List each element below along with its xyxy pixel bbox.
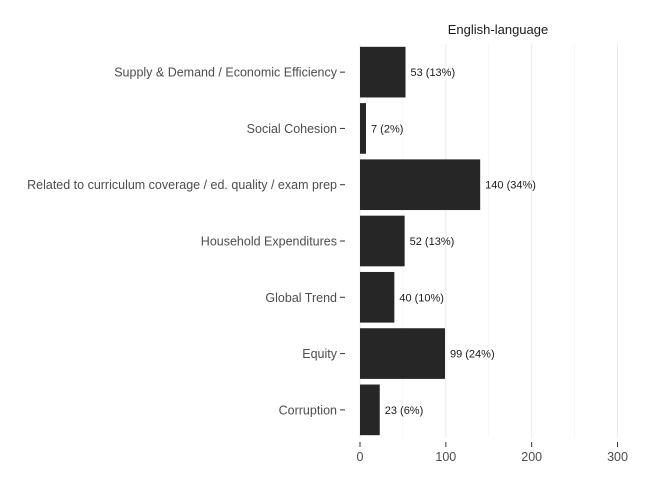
facet-title: English-language — [448, 22, 548, 37]
data-label: 7 (2%) — [371, 123, 403, 135]
data-label: 53 (13%) — [410, 67, 455, 79]
category-label: Household Expenditures — [201, 235, 337, 249]
category-label: Corruption — [279, 403, 337, 417]
bar — [360, 384, 380, 436]
x-tick-label: 100 — [435, 450, 456, 464]
bar — [360, 103, 367, 154]
category-labels: Supply & Demand / Economic Efficiency Soc… — [27, 66, 345, 417]
x-tick-label: 300 — [607, 450, 628, 464]
bar — [360, 271, 395, 323]
data-label: 40 (10%) — [399, 292, 444, 304]
data-label: 23 (6%) — [385, 405, 424, 417]
bars-group: 53 (13%) 7 (2%) 140 (34%) 52 (13%) 40 (10%) 9… — [360, 46, 536, 436]
bar — [360, 215, 405, 267]
data-label: 140 (34%) — [485, 180, 536, 192]
category-label: Social Cohesion — [247, 122, 337, 136]
x-axis: 0 100 200 300 — [357, 442, 628, 464]
data-label: 99 (24%) — [450, 349, 495, 361]
bar — [360, 46, 406, 98]
data-label: 52 (13%) — [410, 236, 455, 248]
category-label: Equity — [302, 347, 337, 361]
category-label: Related to curriculum coverage / ed. qua… — [27, 178, 337, 192]
bar — [360, 159, 481, 211]
category-label: Global Trend — [265, 291, 337, 305]
x-tick-label: 200 — [521, 450, 542, 464]
category-label: Supply & Demand / Economic Efficiency — [114, 66, 338, 80]
x-tick-label: 0 — [357, 450, 364, 464]
bar — [360, 328, 445, 379]
